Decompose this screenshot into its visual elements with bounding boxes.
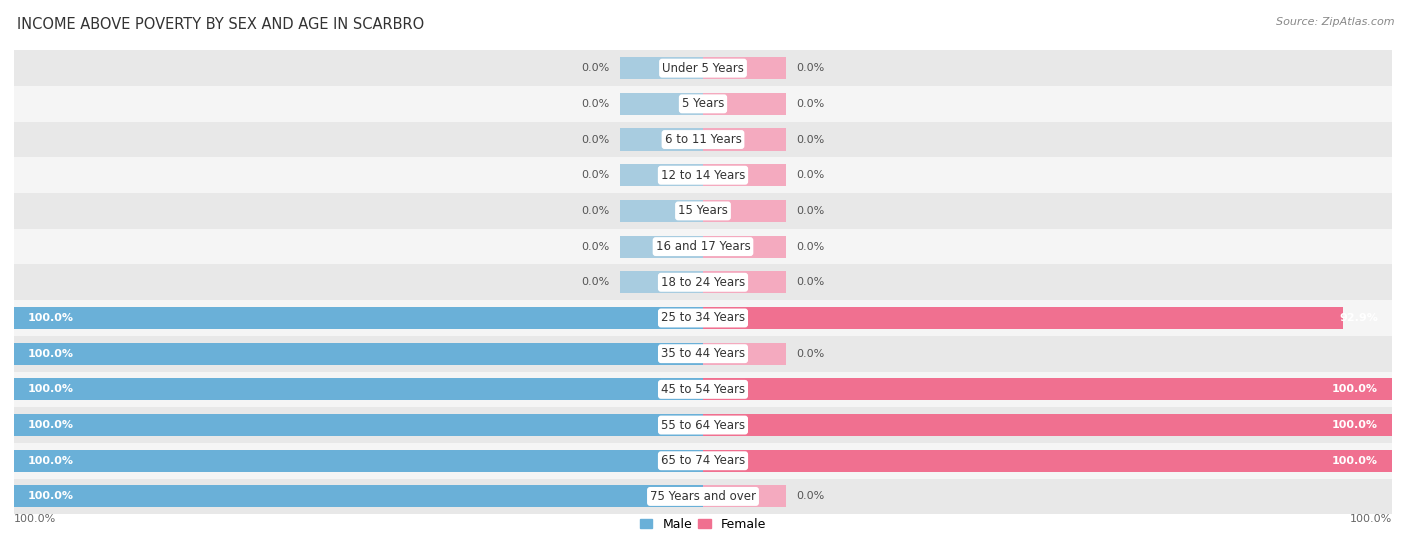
Bar	[703, 485, 786, 508]
Text: 100.0%: 100.0%	[28, 349, 75, 359]
Bar	[14, 307, 703, 329]
Bar	[620, 271, 703, 293]
Text: 100.0%: 100.0%	[28, 491, 75, 501]
Bar	[703, 271, 786, 293]
Bar	[703, 93, 786, 115]
Bar	[703, 164, 786, 186]
Text: INCOME ABOVE POVERTY BY SEX AND AGE IN SCARBRO: INCOME ABOVE POVERTY BY SEX AND AGE IN S…	[17, 17, 425, 32]
Text: 0.0%: 0.0%	[796, 241, 824, 252]
Bar	[620, 129, 703, 150]
Bar	[703, 235, 786, 258]
Bar	[14, 372, 1392, 407]
Text: 75 Years and over: 75 Years and over	[650, 490, 756, 503]
Text: 12 to 14 Years: 12 to 14 Years	[661, 169, 745, 182]
Text: 0.0%: 0.0%	[582, 277, 610, 287]
Bar	[14, 407, 1392, 443]
Text: 100.0%: 100.0%	[1331, 456, 1378, 466]
Text: 35 to 44 Years: 35 to 44 Years	[661, 347, 745, 360]
Text: Under 5 Years: Under 5 Years	[662, 61, 744, 75]
Text: 0.0%: 0.0%	[796, 206, 824, 216]
Bar	[703, 449, 1392, 472]
Text: 0.0%: 0.0%	[582, 63, 610, 73]
Text: 0.0%: 0.0%	[582, 206, 610, 216]
Bar	[620, 93, 703, 115]
Text: 100.0%: 100.0%	[28, 420, 75, 430]
Text: 25 to 34 Years: 25 to 34 Years	[661, 311, 745, 324]
Bar	[703, 378, 1392, 400]
Text: 45 to 54 Years: 45 to 54 Years	[661, 383, 745, 396]
Text: 5 Years: 5 Years	[682, 97, 724, 110]
Bar	[14, 449, 703, 472]
Legend: Male, Female: Male, Female	[636, 513, 770, 536]
Text: 100.0%: 100.0%	[1350, 514, 1392, 524]
Bar	[703, 414, 1392, 436]
Text: 65 to 74 Years: 65 to 74 Years	[661, 454, 745, 467]
Bar	[14, 378, 703, 400]
Text: 100.0%: 100.0%	[1331, 385, 1378, 394]
Text: 0.0%: 0.0%	[796, 135, 824, 145]
Text: 0.0%: 0.0%	[796, 99, 824, 109]
Bar	[14, 479, 1392, 514]
Text: 0.0%: 0.0%	[582, 241, 610, 252]
Text: 0.0%: 0.0%	[796, 277, 824, 287]
Bar	[14, 485, 703, 508]
Bar	[14, 336, 1392, 372]
Text: 100.0%: 100.0%	[1331, 420, 1378, 430]
Bar	[620, 57, 703, 79]
Bar	[620, 200, 703, 222]
Text: 0.0%: 0.0%	[582, 135, 610, 145]
Bar	[14, 158, 1392, 193]
Text: 100.0%: 100.0%	[14, 514, 56, 524]
Bar	[14, 300, 1392, 336]
Text: 15 Years: 15 Years	[678, 205, 728, 217]
Bar	[703, 57, 786, 79]
Text: 100.0%: 100.0%	[28, 456, 75, 466]
Bar	[14, 229, 1392, 264]
Bar	[703, 307, 1343, 329]
Text: 0.0%: 0.0%	[796, 491, 824, 501]
Bar	[14, 193, 1392, 229]
Text: 16 and 17 Years: 16 and 17 Years	[655, 240, 751, 253]
Bar	[14, 86, 1392, 122]
Bar	[703, 343, 786, 364]
Bar	[620, 235, 703, 258]
Bar	[14, 264, 1392, 300]
Text: 0.0%: 0.0%	[796, 170, 824, 180]
Text: 55 to 64 Years: 55 to 64 Years	[661, 419, 745, 432]
Text: 92.9%: 92.9%	[1340, 313, 1378, 323]
Bar	[14, 414, 703, 436]
Text: 18 to 24 Years: 18 to 24 Years	[661, 276, 745, 289]
Text: Source: ZipAtlas.com: Source: ZipAtlas.com	[1277, 17, 1395, 27]
Text: 0.0%: 0.0%	[582, 99, 610, 109]
Text: 0.0%: 0.0%	[582, 170, 610, 180]
Bar	[14, 122, 1392, 158]
Text: 6 to 11 Years: 6 to 11 Years	[665, 133, 741, 146]
Bar	[703, 200, 786, 222]
Text: 0.0%: 0.0%	[796, 349, 824, 359]
Bar	[14, 343, 703, 364]
Bar	[14, 443, 1392, 479]
Bar	[14, 50, 1392, 86]
Bar	[620, 164, 703, 186]
Bar	[703, 129, 786, 150]
Text: 100.0%: 100.0%	[28, 313, 75, 323]
Text: 100.0%: 100.0%	[28, 385, 75, 394]
Text: 0.0%: 0.0%	[796, 63, 824, 73]
